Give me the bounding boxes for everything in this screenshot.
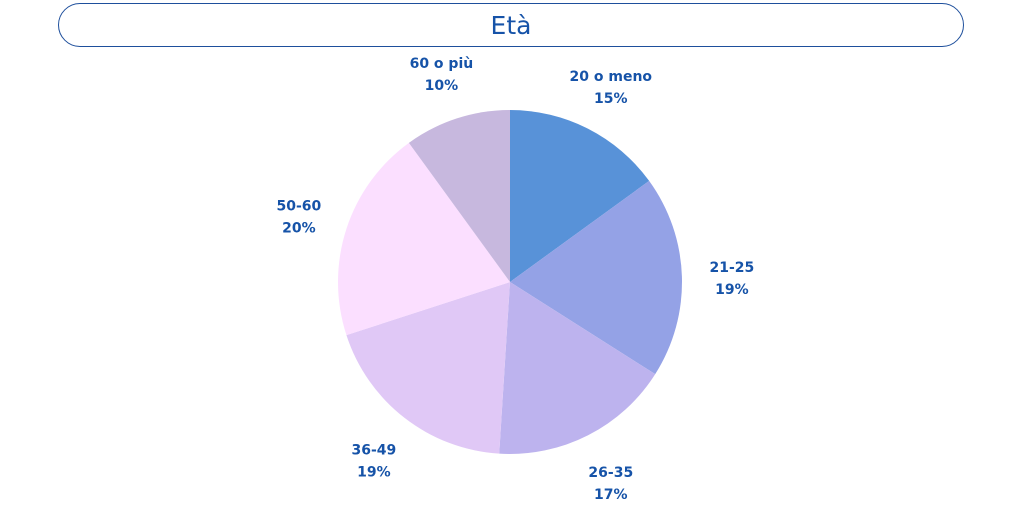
slice-category-label: 60 o più [410,56,474,72]
chart-title: Età [490,10,532,40]
slice-label: 36-49 19% [352,442,397,480]
slice-label: 50-60 20% [277,198,322,236]
pie-slice-50-60 [338,142,510,336]
slice-percent-label: 19% [357,464,391,480]
pie-slice-36-49 [346,282,510,454]
pie-slice-60-o-più [408,110,510,282]
slice-percent-label: 17% [594,487,628,503]
slice-label: 26-35 17% [588,465,633,503]
slice-label: 60 o più 10% [410,56,474,94]
slice-percent-label: 15% [594,91,628,107]
slice-percent-label: 20% [282,220,316,236]
slice-label: 21-25 19% [710,260,755,298]
pie-slice-26-35 [499,282,656,454]
slice-category-label: 36-49 [352,442,397,458]
slice-category-label: 21-25 [710,260,755,276]
pie-slice-20-o-meno [510,110,650,282]
slice-category-label: 20 o meno [570,69,653,85]
slice-percent-label: 19% [715,282,749,298]
pie-slice-21-25 [510,180,682,375]
slice-percent-label: 10% [425,78,459,94]
chart-title-box: Età [58,3,964,47]
slice-category-label: 50-60 [277,198,322,214]
slice-category-label: 26-35 [588,465,633,481]
slice-label: 20 o meno 15% [570,69,653,107]
